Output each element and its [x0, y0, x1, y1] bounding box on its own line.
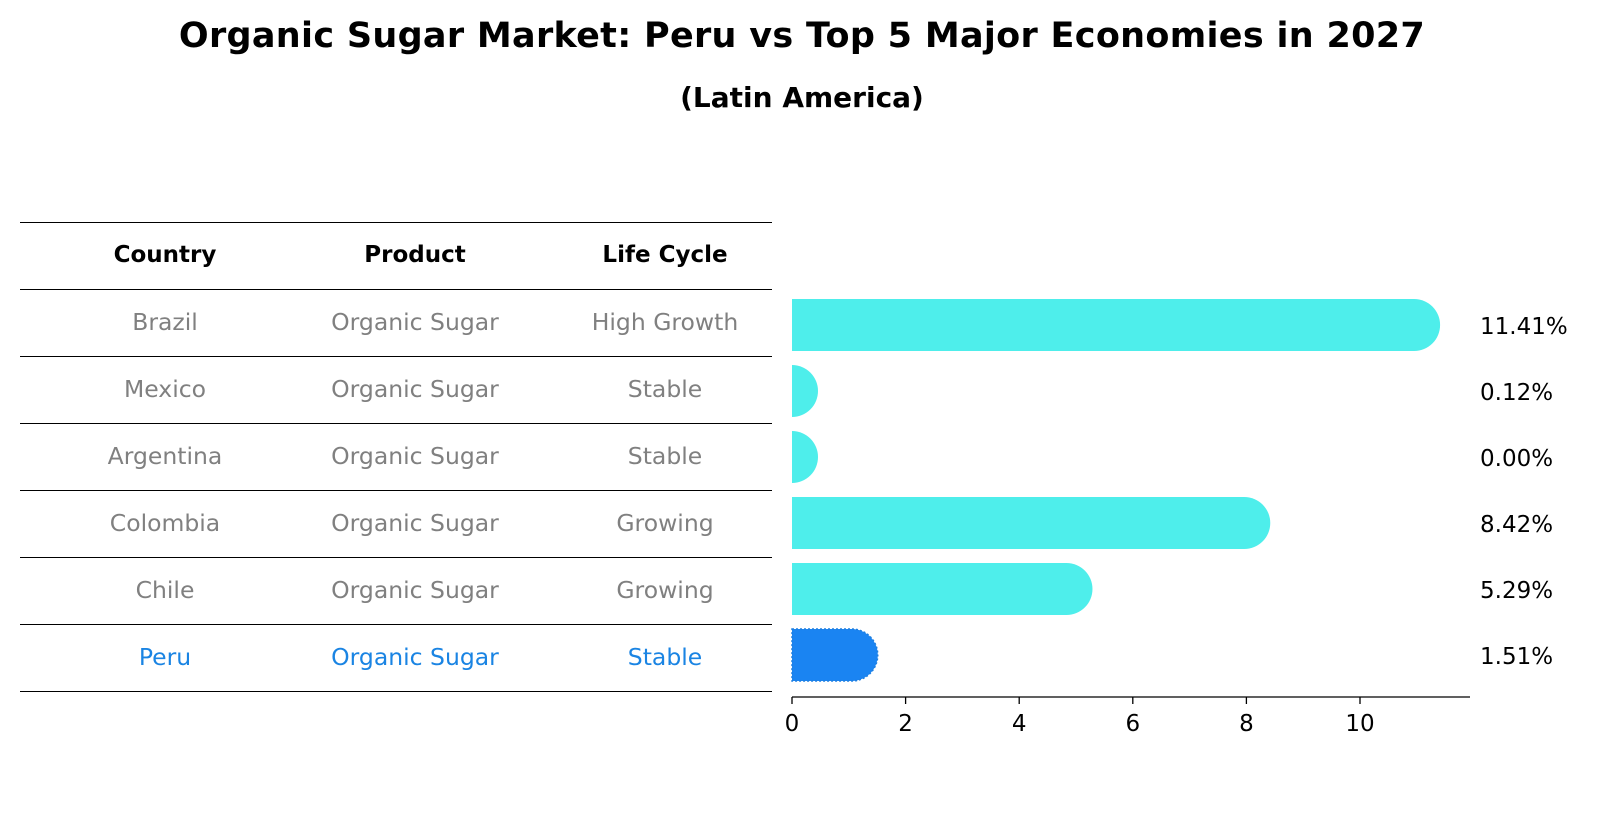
- cell-country: Argentina: [107, 442, 223, 470]
- header-country: Country: [113, 242, 217, 268]
- header-life-cycle: Life Cycle: [602, 242, 728, 268]
- value-label: 11.41%: [1480, 314, 1568, 340]
- cell-country: Peru: [138, 643, 192, 671]
- x-tick-label: 6: [1125, 711, 1140, 737]
- x-tick-label: 10: [1345, 711, 1374, 737]
- chart-subtitle: (Latin America): [680, 81, 924, 114]
- cell-product: Organic Sugar: [331, 308, 499, 336]
- bar-mexico: [792, 365, 818, 417]
- bar-argentina: [792, 431, 818, 483]
- cell-life-cycle: High Growth: [591, 308, 739, 336]
- cell-country: Chile: [135, 576, 195, 604]
- cell-country: Mexico: [123, 375, 207, 403]
- cell-product: Organic Sugar: [331, 576, 499, 604]
- bar-peru: [791, 628, 879, 682]
- table-row: Brazil Organic Sugar High Growth: [20, 289, 772, 356]
- table-header-row: Country Product Life Cycle: [20, 222, 772, 289]
- cell-country: Colombia: [109, 509, 221, 537]
- value-label: 8.42%: [1480, 512, 1553, 538]
- cell-life-cycle: Stable: [627, 375, 703, 403]
- bar-brazil: [792, 299, 1441, 351]
- table-row: Mexico Organic Sugar Stable: [20, 356, 772, 423]
- table-row: Chile Organic Sugar Growing: [20, 557, 772, 624]
- x-tick-label: 0: [785, 711, 800, 737]
- table-row: Colombia Organic Sugar Growing: [20, 490, 772, 557]
- chart-title: Organic Sugar Market: Peru vs Top 5 Majo…: [178, 16, 1426, 56]
- cell-product: Organic Sugar: [331, 375, 499, 403]
- cell-life-cycle: Stable: [627, 442, 703, 470]
- cell-product: Organic Sugar: [331, 442, 499, 470]
- cell-life-cycle: Growing: [616, 576, 714, 604]
- table-row: Argentina Organic Sugar Stable: [20, 423, 772, 490]
- x-tick-label: 2: [898, 711, 913, 737]
- header-product: Product: [364, 242, 466, 268]
- x-tick-label: 8: [1239, 711, 1254, 737]
- table-row-highlighted: Peru Organic Sugar Stable: [20, 624, 772, 692]
- cell-life-cycle: Growing: [616, 509, 714, 537]
- value-label: 5.29%: [1480, 578, 1553, 604]
- value-label: 1.51%: [1480, 644, 1553, 670]
- x-tick-label: 4: [1012, 711, 1027, 737]
- cell-country: Brazil: [132, 308, 198, 336]
- bar-chile: [792, 563, 1093, 615]
- cell-product: Organic Sugar: [331, 509, 499, 537]
- cell-life-cycle: Stable: [627, 643, 703, 671]
- country-table: Country Product Life Cycle Brazil Organi…: [20, 222, 772, 692]
- value-label: 0.00%: [1480, 446, 1553, 472]
- bar-colombia: [792, 497, 1271, 549]
- cell-product: Organic Sugar: [331, 643, 499, 671]
- value-label: 0.12%: [1480, 380, 1553, 406]
